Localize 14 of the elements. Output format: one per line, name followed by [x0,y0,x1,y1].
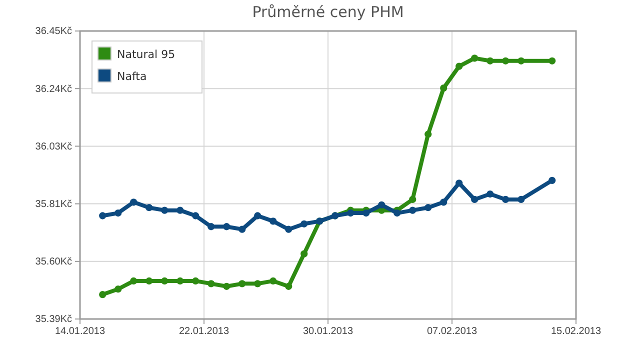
y-tick-label: 36.03Kč [35,141,72,152]
y-tick-label: 36.24Kč [35,84,72,95]
x-tick-label: 14.01.2013 [54,326,106,338]
y-tick-label: 35.60Kč [35,256,72,268]
x-tick-label: 30.01.2013 [302,326,354,338]
x-tick-label: 07.02.2013 [426,326,478,338]
legend-label: Natural 95 [117,48,176,61]
x-tick-label: 15.02.2013 [550,326,602,338]
y-tick-label: 35.39Kč [35,314,72,326]
chart-title: Průměrné ceny PHM [252,3,404,21]
y-tick-label: 36.45Kč [35,26,72,38]
x-tick-label: 22.01.2013 [178,326,230,338]
legend-label: Nafta [117,70,147,83]
y-tick-label: 35.81Kč [35,199,72,210]
